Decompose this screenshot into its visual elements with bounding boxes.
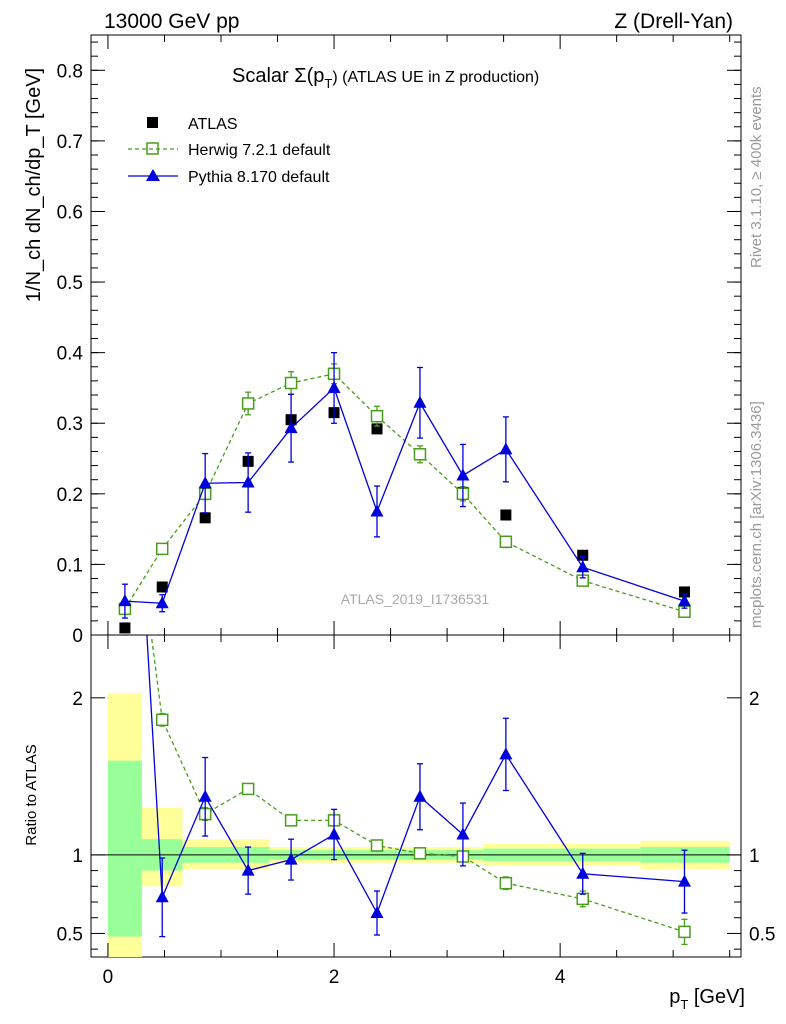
main-title-sub: T (324, 76, 332, 91)
atlas-point (577, 549, 589, 561)
herwig-point (155, 713, 169, 727)
herwig-point (370, 409, 384, 423)
legend-pythia-marker (146, 169, 160, 181)
pythia-point (284, 421, 298, 434)
atlas-point (119, 622, 131, 634)
herwig-point (241, 782, 255, 796)
pythia-point (118, 251, 131, 263)
pythia-point (456, 468, 470, 481)
legend-pythia-label: Pythia 8.170 default (188, 169, 330, 186)
ratio-y-axis-label: Ratio to ATLAS (23, 744, 40, 845)
y-tick-label: 0.6 (57, 202, 83, 223)
y-tick-label: 0.3 (57, 414, 83, 435)
y-tick-label-right: 0.5 (749, 924, 775, 945)
pythia-point (327, 827, 341, 840)
ratio-data (91, 251, 741, 957)
mcplots-label: mcplots.cern.ch [arXiv:1306.3436] (748, 401, 765, 628)
atlas-point (371, 423, 383, 435)
herwig-point (413, 448, 427, 461)
ratio-plot-layer: 0.5 0.5 1 1 2 2 0 2 4 (57, 251, 775, 988)
atlas-point (199, 512, 211, 524)
pythia-point (413, 395, 427, 408)
herwig-point (576, 892, 589, 906)
y-tick-label: 0 (72, 626, 83, 647)
legend-atlas-marker (147, 117, 158, 128)
main-title: Scalar Σ(pT) (ATLAS UE in Z production) (232, 65, 539, 91)
herwig-point (499, 876, 513, 890)
main-plot-layer: 0 0.1 0.2 0.3 0.4 0.5 0.6 0.7 0.8 (57, 35, 741, 647)
atlas-point (156, 581, 168, 593)
herwig-point (413, 847, 427, 860)
pythia-point (677, 874, 691, 887)
y-tick-label: 0.5 (57, 924, 83, 945)
pythia-point (456, 827, 470, 840)
herwig-point (155, 542, 169, 556)
y-tick-label-right: 1 (749, 846, 760, 867)
herwig-point (284, 376, 298, 390)
pythia-point (499, 442, 513, 455)
y-tick-label: 0.2 (57, 485, 83, 506)
y-tick-label: 0.5 (57, 273, 83, 294)
main-title-prefix: Scalar Σ(p (232, 65, 324, 87)
main-data (118, 351, 691, 634)
pythia-point (576, 866, 590, 879)
x-axis-label: pT [GeV] (669, 986, 745, 1012)
y-tick-label-right: 2 (749, 689, 760, 710)
rivet-label: Rivet 3.1.10, ≥ 400k events (748, 86, 765, 268)
pythia-series-line (124, 386, 685, 604)
y-tick-label: 0.7 (57, 132, 83, 153)
pythia-point (327, 380, 341, 393)
analysis-watermark: ATLAS_2019_I1736531 (341, 591, 490, 607)
x-tick-label: 0 (103, 967, 114, 988)
main-title-suffix: ) (ATLAS UE in Z production) (332, 69, 539, 86)
pythia-series-line (146, 635, 685, 915)
ratio-plot-frame (90, 634, 742, 958)
pythia-point (370, 906, 384, 919)
herwig-point (370, 839, 384, 852)
pythia-point (198, 789, 212, 802)
y-tick-label: 1 (72, 846, 83, 867)
pythia-point (118, 594, 132, 607)
legend: ATLAS Herwig 7.2.1 default Pythia 8.170 … (128, 116, 331, 186)
pythia-point (155, 596, 169, 609)
pythia-point (370, 504, 384, 517)
y-tick-label: 0.8 (57, 61, 83, 82)
pythia-point (413, 789, 427, 802)
x-tick-label: 2 (329, 967, 340, 988)
header-left: 13000 GeV pp (104, 10, 239, 33)
herwig-point (241, 397, 255, 410)
pythia-point (677, 594, 691, 607)
herwig-point (678, 925, 691, 939)
pythia-point (155, 890, 169, 903)
herwig-point (284, 814, 298, 827)
legend-herwig-label: Herwig 7.2.1 default (188, 142, 331, 159)
herwig-point (499, 535, 513, 549)
atlas-point (678, 586, 690, 598)
pythia-point (576, 560, 590, 573)
pythia-point (241, 863, 255, 876)
header-right: Z (Drell-Yan) (614, 10, 733, 33)
x-tick-label: 4 (555, 967, 566, 988)
atlas-point (500, 509, 512, 521)
pythia-point (284, 852, 298, 865)
pythia-point (241, 475, 255, 488)
y-tick-label: 0.4 (57, 344, 84, 365)
main-y-axis-label: 1/N_ch dN_ch/dp_T [GeV] (23, 68, 45, 302)
y-tick-label: 0.1 (57, 555, 83, 576)
legend-herwig-marker (146, 142, 159, 155)
pythia-point (499, 747, 513, 760)
uncertainty-band-inner (107, 760, 142, 937)
pythia-point (198, 476, 212, 489)
legend-atlas-label: ATLAS (188, 116, 238, 133)
herwig-point (119, 425, 130, 436)
y-tick-label: 2 (72, 689, 83, 710)
